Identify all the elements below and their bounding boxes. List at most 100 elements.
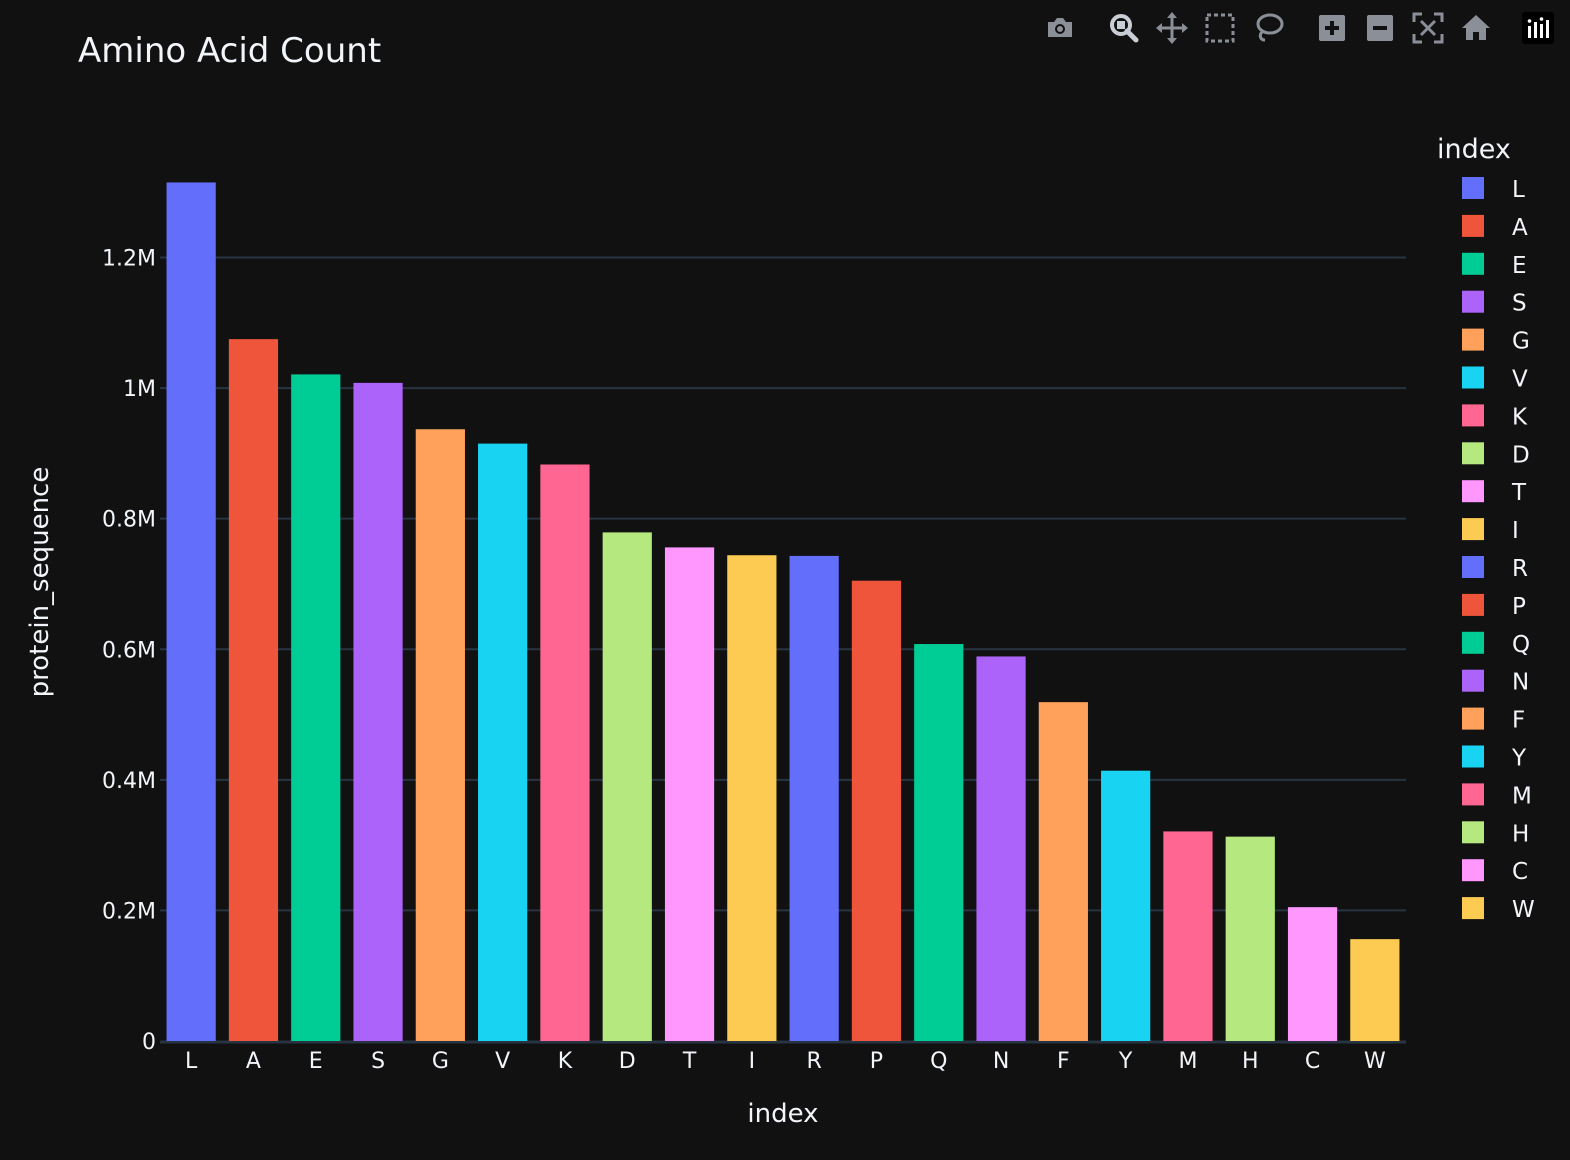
legend-item-E[interactable]: E xyxy=(1462,253,1527,279)
legend-label: A xyxy=(1512,215,1528,241)
legend-swatch xyxy=(1462,897,1484,920)
bar-C[interactable] xyxy=(1287,907,1338,1041)
zoom-in-icon[interactable] xyxy=(1312,8,1352,48)
bar-N[interactable] xyxy=(976,656,1026,1041)
x-tick-label: G xyxy=(432,1049,449,1074)
legend-label: E xyxy=(1512,253,1527,279)
x-tick-label: D xyxy=(619,1049,636,1074)
bar-H[interactable] xyxy=(1225,836,1275,1041)
legend-item-H[interactable]: H xyxy=(1462,821,1529,847)
legend-label: W xyxy=(1512,897,1535,923)
legend-swatch xyxy=(1462,821,1484,844)
bar-A[interactable] xyxy=(228,339,279,1042)
bar-M[interactable] xyxy=(1163,831,1213,1041)
bar-Q[interactable] xyxy=(914,644,964,1041)
x-tick-label: K xyxy=(558,1049,573,1074)
legend-item-W[interactable]: W xyxy=(1462,897,1535,923)
bar-L[interactable] xyxy=(166,182,216,1041)
legend-label: I xyxy=(1512,518,1519,544)
legend-swatch xyxy=(1462,707,1484,730)
legend-label: S xyxy=(1512,291,1527,317)
bar-G[interactable] xyxy=(415,429,465,1041)
plotly-logo-icon[interactable] xyxy=(1518,8,1558,48)
x-tick-label: E xyxy=(309,1049,323,1074)
legend-item-Y[interactable]: Y xyxy=(1462,745,1527,772)
legend-item-N[interactable]: N xyxy=(1462,669,1529,696)
lasso-select-icon[interactable] xyxy=(1248,8,1288,48)
legend-item-M[interactable]: M xyxy=(1462,783,1532,809)
zoom-icon[interactable] xyxy=(1104,8,1144,48)
bar-I[interactable] xyxy=(727,555,777,1041)
legend-label: P xyxy=(1512,594,1526,620)
autoscale-icon[interactable] xyxy=(1408,8,1448,48)
legend-title: index xyxy=(1437,134,1511,165)
legend-label: R xyxy=(1512,556,1528,582)
legend-item-L[interactable]: L xyxy=(1462,177,1525,203)
bar-D[interactable] xyxy=(602,532,652,1041)
legend-label: G xyxy=(1512,329,1530,355)
bar-E[interactable] xyxy=(291,374,341,1041)
zoom-out-icon[interactable] xyxy=(1360,8,1400,48)
x-tick-label: Q xyxy=(930,1049,947,1074)
bar-T[interactable] xyxy=(664,547,715,1041)
legend-swatch xyxy=(1462,366,1484,389)
home-icon[interactable] xyxy=(1456,8,1496,48)
bar-R[interactable] xyxy=(789,555,839,1041)
legend-swatch xyxy=(1462,783,1484,806)
legend-item-D[interactable]: D xyxy=(1462,442,1530,468)
x-tick-label: L xyxy=(185,1049,198,1074)
legend-item-A[interactable]: A xyxy=(1462,214,1528,241)
legend-label: Q xyxy=(1512,632,1530,658)
legend-swatch xyxy=(1462,669,1484,692)
x-tick-label: N xyxy=(993,1049,1009,1074)
legend-label: N xyxy=(1512,670,1529,696)
legend-swatch xyxy=(1462,631,1484,654)
x-tick-label: Y xyxy=(1118,1049,1133,1074)
legend-item-V[interactable]: V xyxy=(1462,366,1528,393)
legend-item-K[interactable]: K xyxy=(1462,404,1528,430)
gridlines xyxy=(160,256,1406,1044)
bar-F[interactable] xyxy=(1038,702,1088,1041)
legend-label: L xyxy=(1512,177,1525,203)
legend-label: T xyxy=(1511,480,1527,506)
legend-swatch xyxy=(1462,290,1484,313)
chart-title: Amino Acid Count xyxy=(78,31,381,71)
legend-swatch xyxy=(1462,745,1484,768)
pan-icon[interactable] xyxy=(1152,8,1192,48)
bar-S[interactable] xyxy=(353,382,403,1041)
legend-label: F xyxy=(1512,708,1525,734)
legend-item-G[interactable]: G xyxy=(1462,328,1530,355)
bar-K[interactable] xyxy=(540,464,590,1041)
legend-swatch xyxy=(1462,859,1484,882)
x-tick-label: S xyxy=(371,1049,385,1074)
y-tick-label: 0.2M xyxy=(102,899,156,924)
legend-item-P[interactable]: P xyxy=(1462,593,1526,620)
legend-label: D xyxy=(1512,442,1530,468)
x-tick-label: H xyxy=(1242,1049,1259,1074)
bar-Y[interactable] xyxy=(1101,770,1151,1041)
bar-W[interactable] xyxy=(1350,939,1400,1041)
bar-V[interactable] xyxy=(478,443,528,1041)
box-select-icon[interactable] xyxy=(1200,8,1240,48)
camera-icon[interactable] xyxy=(1040,8,1080,48)
legend-item-C[interactable]: C xyxy=(1462,859,1528,885)
legend-item-S[interactable]: S xyxy=(1462,290,1527,317)
legend-item-Q[interactable]: Q xyxy=(1462,631,1530,658)
x-tick-label: P xyxy=(870,1049,883,1074)
x-tick-label: M xyxy=(1178,1049,1197,1074)
legend-item-F[interactable]: F xyxy=(1462,707,1525,734)
bar-P[interactable] xyxy=(851,580,902,1041)
legend-swatch xyxy=(1462,556,1484,578)
legend-swatch xyxy=(1462,177,1484,199)
legend-swatch xyxy=(1462,593,1484,616)
legend-item-R[interactable]: R xyxy=(1462,556,1528,582)
legend-item-I[interactable]: I xyxy=(1462,518,1519,544)
y-tick-label: 0 xyxy=(142,1030,156,1055)
legend-label: Y xyxy=(1511,746,1527,772)
bars[interactable] xyxy=(166,182,1400,1042)
x-tick-label: C xyxy=(1305,1049,1320,1074)
legend-item-T[interactable]: T xyxy=(1462,480,1527,506)
y-tick-label: 1.2M xyxy=(102,247,156,272)
legend-swatch xyxy=(1462,404,1484,427)
